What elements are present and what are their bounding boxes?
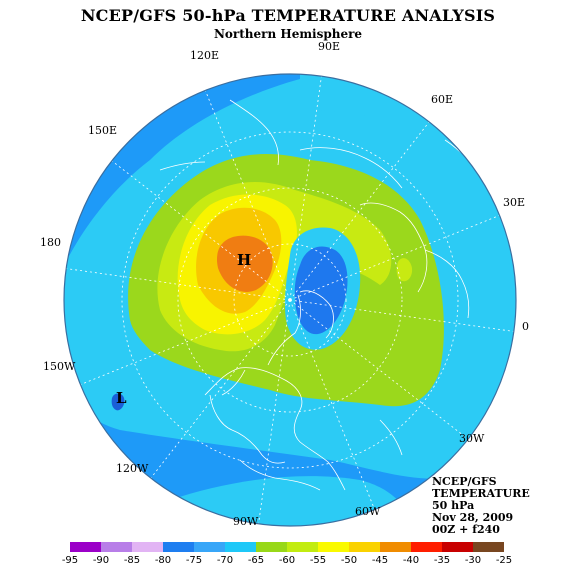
coastline-segment — [379, 419, 403, 456]
coastline-segment — [299, 290, 334, 339]
cold-pool-blue — [294, 246, 348, 335]
coastline-segment — [424, 249, 470, 319]
coastline-segment — [204, 367, 346, 491]
run-info-block: NCEP/GFS TEMPERATURE 50 hPa Nov 28, 2009… — [432, 476, 530, 536]
lon-label-0: 0 — [522, 320, 529, 333]
colorbar-swatch — [194, 542, 226, 552]
colorbar-tick-label: -35 — [433, 555, 451, 566]
colorbar-tick-label: -45 — [371, 555, 389, 566]
coastline-segment — [299, 147, 403, 189]
colorbar-swatch — [225, 542, 257, 552]
coastline-segment — [239, 459, 321, 491]
info-date: Nov 28, 2009 — [432, 511, 514, 524]
map-title: NCEP/GFS 50-hPa TEMPERATURE ANALYSIS — [80, 6, 496, 25]
coastline-segment — [159, 161, 206, 171]
coastline-segment — [359, 202, 428, 293]
colorbar-swatch — [442, 542, 474, 552]
colorbar-tick-label: -30 — [464, 555, 482, 566]
colorbar-tick-label: -40 — [402, 555, 420, 566]
colorbar-tick-label: -95 — [61, 555, 79, 566]
colorbar-tick-label: -25 — [495, 555, 513, 566]
colorbar-swatch — [132, 542, 164, 552]
lon-label-30w: 30W — [459, 432, 485, 445]
coastline-segment — [267, 294, 301, 366]
lon-label-60w: 60W — [355, 505, 381, 518]
lon-label-120w: 120W — [116, 462, 149, 475]
info-field: TEMPERATURE — [432, 487, 530, 500]
info-forecast: 00Z + f240 — [432, 523, 500, 536]
coastline-segment — [221, 369, 246, 396]
colorbar-tick-label: -90 — [92, 555, 110, 566]
colorbar-tick-label: -85 — [123, 555, 141, 566]
colorbar-swatch — [163, 542, 195, 552]
colorbar-tick-label: -55 — [309, 555, 327, 566]
temp-band-minus-45 — [216, 235, 273, 292]
temperature-field — [64, 74, 516, 526]
low-cold-spot — [111, 393, 125, 411]
colorbar-tick-label: -65 — [247, 555, 265, 566]
colorbar-tick-label: -75 — [185, 555, 203, 566]
lon-label-150e: 150E — [88, 124, 118, 137]
coastline-segment — [229, 99, 279, 166]
colorbar-swatch — [70, 542, 102, 552]
low-pressure-marker: L — [116, 389, 127, 407]
colorbar-tick-label: -60 — [278, 555, 296, 566]
colorbar-swatch — [101, 542, 133, 552]
map-subtitle: Northern Hemisphere — [213, 27, 363, 41]
colorbar-swatch — [380, 542, 412, 552]
colorbar-tick-label: -50 — [340, 555, 358, 566]
lon-label-90w: 90W — [233, 515, 259, 528]
graticule — [66, 76, 514, 524]
lon-label-180: 180 — [40, 236, 61, 249]
colorbar — [70, 542, 504, 552]
colorbar-swatch — [256, 542, 288, 552]
colorbar-swatch — [318, 542, 350, 552]
coastline-segment — [209, 394, 286, 464]
info-level: 50 hPa — [432, 499, 475, 512]
colorbar-swatch — [349, 542, 381, 552]
latitude-circle — [233, 243, 347, 357]
latitude-circle — [121, 131, 459, 469]
lon-label-90e: 90E — [318, 40, 341, 53]
latitude-circle — [177, 187, 403, 413]
colorbar-tick-label: -70 — [216, 555, 234, 566]
colorbar-tick-label: -80 — [154, 555, 172, 566]
map-boundary — [63, 73, 517, 527]
colorbar-swatch — [473, 542, 504, 552]
lon-label-120e: 120E — [190, 49, 220, 62]
high-pressure-marker: H — [237, 251, 252, 269]
colorbar-swatch — [411, 542, 443, 552]
warm-spot-europe — [396, 258, 413, 282]
lon-label-60e: 60E — [431, 93, 454, 106]
colorbar-swatch — [287, 542, 319, 552]
lon-label-30e: 30E — [503, 196, 526, 209]
lon-label-150w: 150W — [43, 360, 76, 373]
info-model: NCEP/GFS — [432, 475, 497, 488]
